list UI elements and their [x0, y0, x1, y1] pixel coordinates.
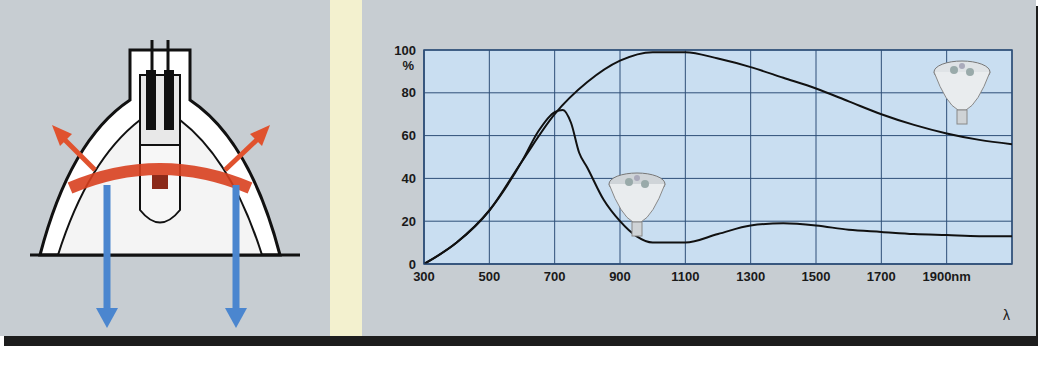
svg-text:500: 500: [478, 269, 500, 284]
svg-text:40: 40: [402, 171, 416, 186]
svg-text:900: 900: [609, 269, 631, 284]
svg-text:%: %: [402, 58, 414, 73]
svg-text:20: 20: [402, 214, 416, 229]
svg-text:60: 60: [402, 128, 416, 143]
svg-text:1900nm: 1900nm: [922, 269, 970, 284]
svg-text:1100: 1100: [671, 269, 699, 284]
svg-text:300: 300: [413, 269, 435, 284]
svg-text:0: 0: [409, 257, 416, 272]
svg-text:λ: λ: [1003, 307, 1010, 323]
svg-text:80: 80: [402, 85, 416, 100]
svg-text:1300: 1300: [736, 269, 765, 284]
svg-text:700: 700: [544, 269, 566, 284]
svg-text:1500: 1500: [802, 269, 831, 284]
svg-text:100: 100: [394, 43, 416, 58]
svg-text:1700: 1700: [867, 269, 896, 284]
